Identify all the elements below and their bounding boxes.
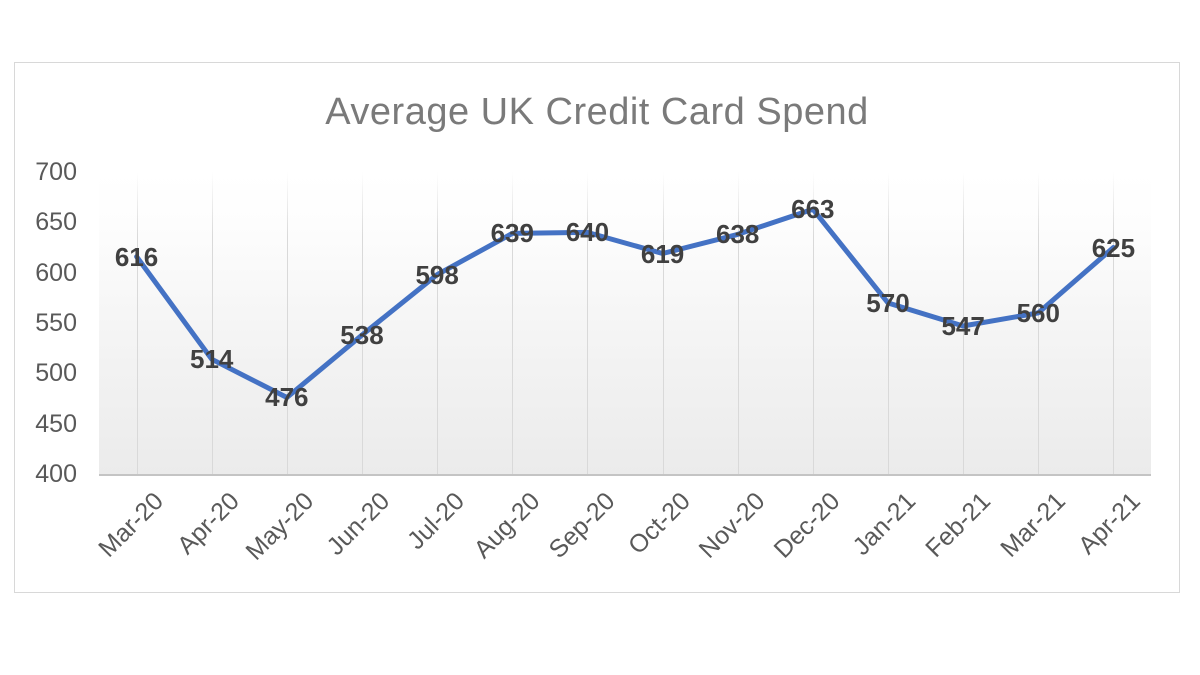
gridline bbox=[1038, 172, 1040, 474]
data-label: 616 bbox=[114, 241, 159, 272]
data-label: 639 bbox=[490, 218, 534, 249]
y-axis-tick-label: 500 bbox=[35, 359, 77, 388]
data-label: 560 bbox=[1016, 297, 1060, 328]
data-label: 598 bbox=[415, 259, 459, 290]
data-label: 640 bbox=[565, 217, 610, 248]
y-axis-tick-label: 550 bbox=[35, 309, 77, 337]
gridline bbox=[362, 172, 363, 474]
data-label: 625 bbox=[1091, 232, 1136, 263]
data-label: 514 bbox=[190, 344, 234, 375]
data-label: 547 bbox=[941, 311, 985, 342]
gridline bbox=[888, 172, 889, 474]
y-axis-tick-label: 650 bbox=[35, 208, 77, 237]
gridline bbox=[437, 172, 439, 474]
chart-card[interactable]: Average UK Credit Card Spend 400 450 500 55… bbox=[14, 62, 1180, 593]
y-axis-tick-label: 400 bbox=[35, 460, 77, 488]
data-label: 538 bbox=[340, 320, 384, 351]
data-label: 570 bbox=[866, 287, 910, 318]
gridline bbox=[286, 172, 288, 474]
y-axis-tick-label: 600 bbox=[35, 258, 77, 287]
gridline bbox=[512, 172, 514, 474]
gridline bbox=[662, 172, 664, 474]
gridline bbox=[136, 172, 138, 474]
gridline bbox=[211, 172, 213, 474]
data-label: 476 bbox=[265, 382, 309, 413]
y-axis-tick-label: 700 bbox=[35, 158, 77, 186]
gridline bbox=[812, 172, 814, 474]
data-label: 638 bbox=[716, 219, 760, 250]
line-chart-svg bbox=[134, 206, 1116, 400]
gridline bbox=[737, 172, 739, 474]
data-label: 663 bbox=[791, 194, 835, 225]
data-label: 619 bbox=[640, 238, 685, 269]
series-line bbox=[134, 206, 1116, 400]
gridline bbox=[587, 172, 589, 474]
y-axis-tick-label: 450 bbox=[35, 409, 77, 438]
gridline bbox=[1113, 172, 1115, 474]
gridline bbox=[963, 172, 965, 474]
chart-title: Average UK Credit Card Spend bbox=[325, 91, 869, 133]
